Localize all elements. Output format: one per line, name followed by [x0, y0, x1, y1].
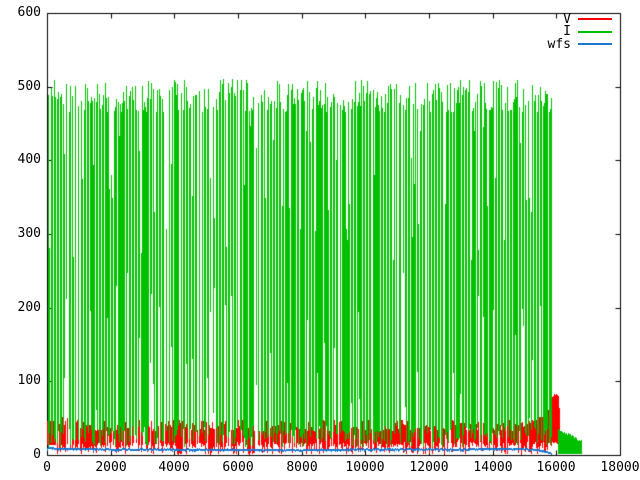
x-tick-label: 4000: [158, 460, 190, 475]
y-tick-label: 300: [17, 226, 41, 241]
x-tick-label: 8000: [286, 460, 318, 475]
legend-item-i: I: [518, 24, 612, 40]
y-tick-label: 400: [17, 152, 41, 167]
legend-line-sample-wfs: [578, 43, 612, 46]
y-tick-label: 0: [33, 447, 41, 462]
legend: V I wfs: [518, 11, 612, 52]
x-tick-label: 0: [43, 460, 51, 475]
x-tick-label: 16000: [536, 460, 576, 475]
x-tick-label: 14000: [473, 460, 513, 475]
legend-label-wfs: wfs: [547, 36, 571, 52]
legend-label-v: V: [563, 11, 571, 27]
legend-label-i: I: [563, 24, 571, 40]
y-tick-label: 100: [17, 373, 41, 388]
legend-line-sample-v: [578, 18, 612, 21]
x-tick-label: 18000: [600, 460, 640, 475]
y-tick-label: 200: [17, 300, 41, 315]
legend-line-sample-i: [578, 30, 612, 33]
y-tick-label: 500: [17, 79, 41, 94]
x-tick-label: 2000: [95, 460, 127, 475]
x-tick-label: 12000: [409, 460, 449, 475]
x-tick-label: 6000: [222, 460, 254, 475]
x-tick-label: 10000: [345, 460, 385, 475]
legend-item-v: V: [518, 11, 612, 27]
y-tick-label: 600: [17, 5, 41, 20]
legend-item-wfs: wfs: [518, 36, 612, 52]
